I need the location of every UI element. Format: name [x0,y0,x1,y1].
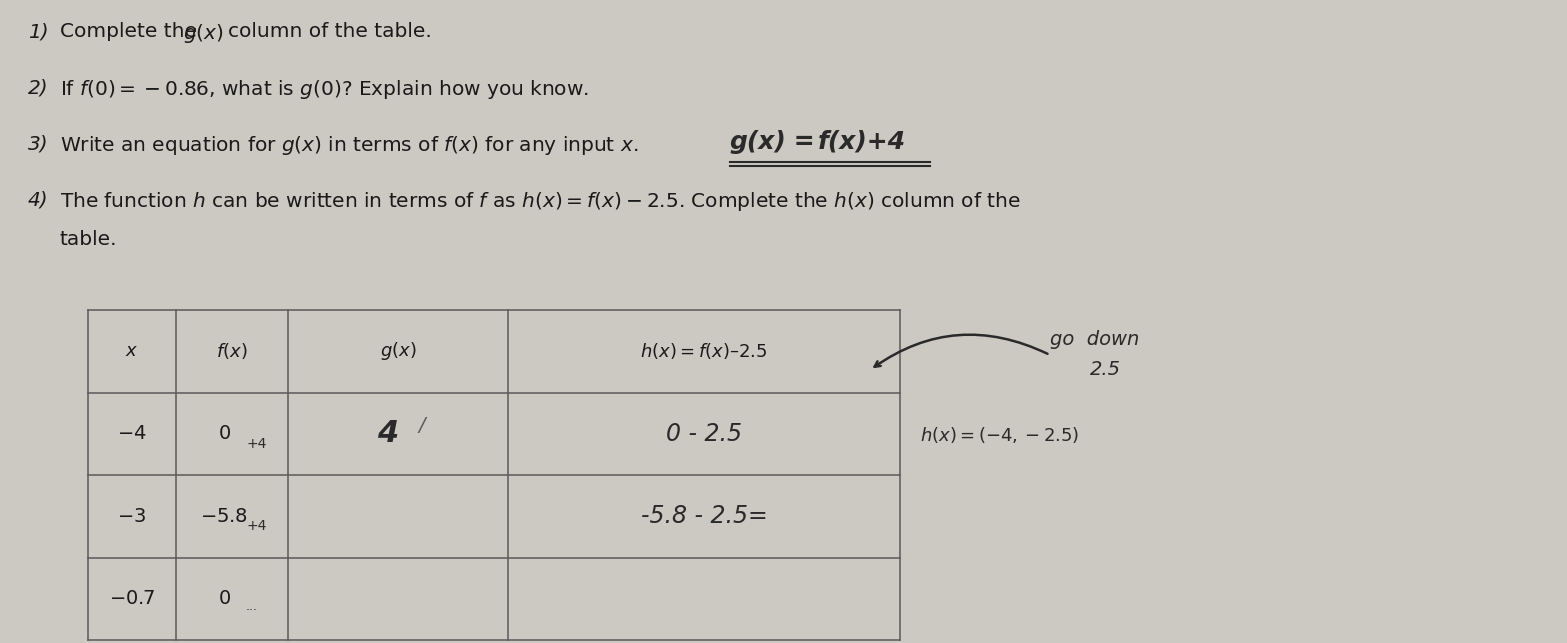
Text: +4: +4 [246,437,266,451]
Text: $x$: $x$ [125,342,138,360]
Text: 2): 2) [28,78,49,97]
Text: 1): 1) [28,22,49,41]
Text: go  down: go down [1050,330,1139,349]
Text: 0 - 2.5: 0 - 2.5 [666,422,743,446]
Text: $h(x) = f(x) – 2.5$: $h(x) = f(x) – 2.5$ [641,341,768,361]
Text: 4): 4) [28,190,49,209]
Text: -5.8 - 2.5=: -5.8 - 2.5= [641,504,768,529]
Text: $-0.7$: $-0.7$ [108,589,155,608]
Text: If $f(0) = -0.86$, what is $g(0)$? Explain how you know.: If $f(0) = -0.86$, what is $g(0)$? Expla… [60,78,589,101]
Text: $g(x)$: $g(x)$ [379,340,417,362]
Text: $g(x)$: $g(x)$ [183,22,224,45]
Text: $-3$: $-3$ [118,507,147,526]
Text: $0$: $0$ [218,589,230,608]
Text: table.: table. [60,230,118,249]
Text: f(x)+4: f(x)+4 [818,130,906,154]
Text: g(x): g(x) [730,130,787,154]
Text: 3): 3) [28,134,49,153]
Text: +4: +4 [246,520,266,533]
Text: $-5.8$: $-5.8$ [201,507,248,526]
Text: 4: 4 [378,419,398,448]
Text: 2.5: 2.5 [1091,360,1120,379]
Text: /: / [418,416,425,435]
Text: =: = [785,130,824,154]
Text: ...: ... [246,601,259,613]
Text: $0$: $0$ [218,424,230,443]
Text: $f(x)$: $f(x)$ [216,341,248,361]
Text: $-4$: $-4$ [118,424,147,443]
Text: column of the table.: column of the table. [229,22,432,41]
Text: The function $h$ can be written in terms of $f$ as $h(x) = f(x)-2.5$. Complete t: The function $h$ can be written in terms… [60,190,1020,213]
Text: Complete the: Complete the [60,22,204,41]
Text: $h(x)=(-4,-2.5)$: $h(x)=(-4,-2.5)$ [920,425,1080,445]
Text: Write an equation for $g(x)$ in terms of $f(x)$ for any input $x$.: Write an equation for $g(x)$ in terms of… [60,134,638,157]
